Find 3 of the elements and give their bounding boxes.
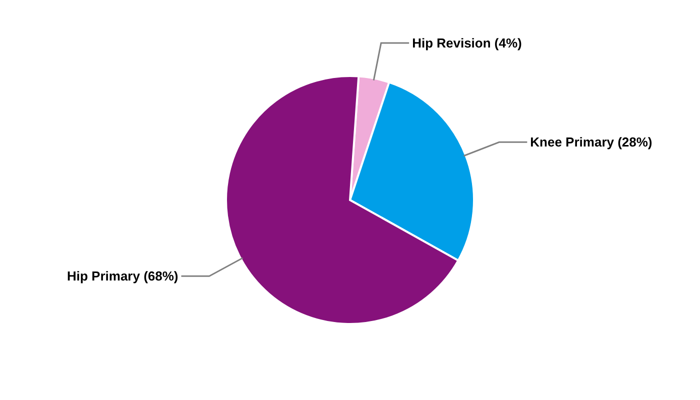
slice-label: Hip Revision (4%): [412, 36, 522, 51]
slice-label: Knee Primary (28%): [530, 134, 652, 150]
slice-label: Hip Primary (68%): [66, 268, 178, 284]
